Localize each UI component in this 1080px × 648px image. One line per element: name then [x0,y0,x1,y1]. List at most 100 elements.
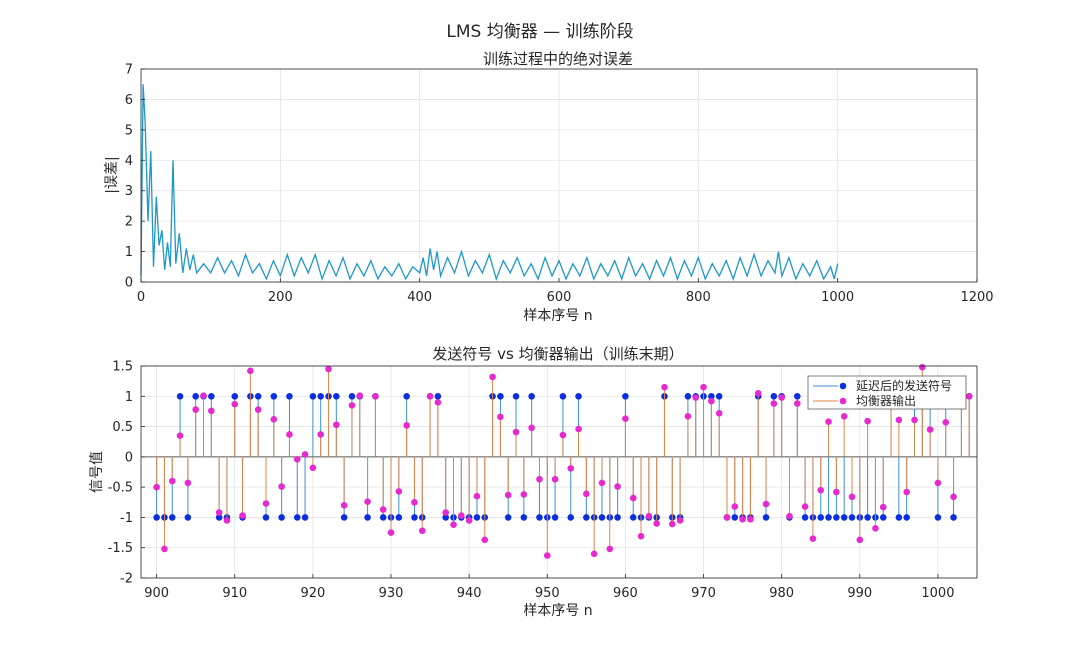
stem-transmitted-marker [231,392,239,400]
error-y-tick-label: 3 [125,184,133,199]
stem-equalizer-marker [942,419,950,426]
stem-transmitted-marker [731,514,739,521]
stem-equalizer-marker [762,500,770,508]
stem-equalizer-marker [192,406,199,413]
stem-transmitted-marker [348,392,356,400]
stem-equalizer-marker [903,488,910,496]
stem-equalizer-marker [403,422,410,429]
stem-x-tick-label: 1000 [921,586,954,601]
stem-equalizer-marker [653,520,660,527]
stem-equalizer-marker [551,475,559,483]
stem-transmitted-marker [614,514,621,521]
stem-equalizer-marker [575,425,582,433]
stem-equalizer-marker [614,483,621,490]
stem-transmitted-marker [293,514,301,521]
stem-transmitted-marker [184,514,192,521]
legend-entry-transmitted: 延迟后的发送符号 [813,378,952,393]
error-y-tick-label: 7 [125,63,133,78]
stem-transmitted-marker [864,514,871,521]
stem-transmitted-marker [340,514,348,521]
stem-equalizer-marker [590,550,598,558]
stem-transmitted-marker [403,392,410,400]
stem-transmitted-marker [825,514,832,521]
stem-transmitted-marker [708,392,715,400]
stem-transmitted-marker [879,514,887,521]
stem-x-tick-label: 960 [613,586,638,601]
stem-transmitted-marker [950,514,957,521]
stem-transmitted-marker [262,514,270,521]
stem-x-tick-label: 990 [847,586,872,601]
stem-transmitted-marker [551,514,559,521]
error-x-tick-label: 600 [547,290,572,305]
stem-equalizer-marker [325,365,332,373]
stem-equalizer-marker [567,465,575,472]
stem-equalizer-marker [817,486,825,494]
stem-equalizer-marker [458,512,465,519]
stem-equalizer-marker [528,424,535,432]
error-plot-y-ticks: 0 1 2 3 4 5 6 7 [125,63,145,291]
stem-transmitted-marker [208,392,215,400]
stem-equalizer-marker [700,383,707,391]
stem-transmitted-marker [442,514,450,521]
stem-x-tick-label: 980 [769,586,794,601]
stem-transmitted-marker [715,392,723,400]
stem-transmitted-marker [497,392,504,400]
stem-equalizer-marker [293,455,301,463]
error-series-line [140,84,839,282]
stem-equalizer-marker [754,389,762,397]
stem-equalizer-marker [208,407,215,415]
error-x-tick-label: 400 [407,290,432,305]
stem-plot: 发送符号 vs 均衡器输出（训练末期） 900 910 920 930 940 950 96… [89,345,978,619]
stem-x-tick-label: 910 [222,586,247,601]
stem-equalizer-marker [442,509,450,516]
stem-transmitted-marker [536,514,543,521]
stem-equalizer-marker [848,493,856,501]
stem-equalizer-marker [708,397,715,405]
stem-transmitted-marker [575,392,582,400]
stem-transmitted-marker [622,392,629,400]
stem-transmitted-marker [278,514,285,521]
stem-equalizer-marker [270,416,278,423]
stem-equalizer-marker [919,363,926,371]
error-y-tick-label: 2 [125,215,133,230]
stem-transmitted-marker [934,514,942,521]
stem-equalizer-marker [364,498,371,505]
stem-equalizer-marker [668,520,676,528]
stem-plot-ylabel: 信号值 [89,451,105,493]
stem-equalizer-marker [301,451,309,458]
stem-plot-xlabel: 样本序号 n [523,603,592,619]
legend-transmitted-label: 延迟后的发送符号 [856,378,952,393]
error-x-tick-label: 200 [268,290,293,305]
stem-transmitted-marker [770,392,778,400]
stem-transmitted-marker [583,514,590,521]
stem-equalizer-marker [536,475,543,483]
legend-equalizer-marker [839,397,847,405]
stem-y-tick-label: -1.5 [108,541,133,556]
error-y-tick-label: 4 [125,154,133,169]
stem-equalizer-marker [661,383,668,391]
stem-transmitted-marker [333,392,340,400]
stem-equalizer-marker [543,552,551,559]
error-y-tick-label: 1 [125,245,133,260]
stem-transmitted-marker [317,392,325,400]
stem-y-tick-label: 1.5 [112,360,133,375]
error-x-tick-label: 1000 [821,290,854,305]
stem-transmitted-marker [395,514,403,521]
stem-equalizer-marker [239,512,246,519]
stem-transmitted-marker [364,514,371,521]
stem-transmitted-marker [598,514,606,521]
stem-equalizer-marker [418,527,426,535]
error-plot-title: 训练过程中的绝对误差 [483,50,633,68]
stem-equalizer-marker [231,400,239,408]
stem-x-tick-label: 940 [457,586,482,601]
stem-equalizer-marker [770,400,778,407]
stem-equalizer-marker [387,529,395,536]
error-y-tick-label: 5 [125,123,133,138]
stem-transmitted-marker [473,514,481,521]
stem-plot-y-ticks: -2 -1.5 -1 -0.5 0 0.5 1 1.5 [108,360,145,587]
stem-equalizer-marker [215,509,223,516]
stem-equalizer-marker [278,483,285,490]
stem-equalizer-marker [801,503,809,510]
stem-transmitted-marker [629,514,637,521]
stem-equalizer-marker [731,503,739,510]
